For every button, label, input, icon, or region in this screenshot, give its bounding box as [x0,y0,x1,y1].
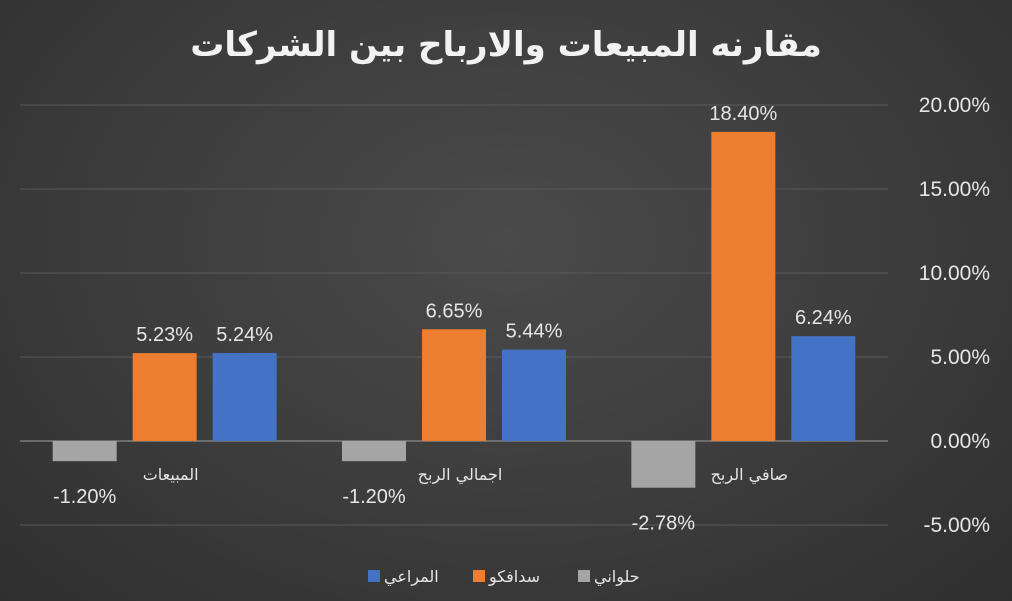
y-tick-label: 20.00% [919,94,990,117]
category-label: المبيعات [143,465,199,484]
x-axis: المبيعات اجمالي الربح صافي الربح [143,465,788,485]
bar [711,131,776,441]
data-label: 5.23% [136,324,193,346]
data-label: -2.78% [632,513,696,535]
y-tick-label: 5.00% [930,346,990,369]
y-tick-label: 15.00% [919,178,990,201]
data-label: -1.20% [53,486,117,508]
bar [791,336,856,441]
legend-label: حلواني [594,567,640,587]
y-axis: 20.00% 15.00% 10.00% 5.00% 0.00% -5.00% [919,94,990,537]
bar [212,352,277,441]
legend-label: سدافكو [488,567,540,587]
legend-swatch [368,570,380,582]
bar [52,441,117,462]
category-label: صافي الربح [711,465,788,485]
data-label: 18.40% [709,103,777,125]
legend-label: المراعي [384,567,439,587]
data-label: 5.24% [216,324,273,346]
bar [502,349,566,441]
y-tick-label: 0.00% [930,430,990,453]
bar [422,329,486,441]
bar [631,441,696,488]
legend-swatch [473,570,485,582]
y-tick-label: 10.00% [919,262,990,285]
data-label: 6.24% [795,307,852,329]
bars [52,131,856,488]
data-labels: -1.20% 5.23% 5.24% -1.20% 6.65% 5.44% -2.78% 18… [53,103,852,535]
data-label: -1.20% [342,486,406,508]
data-label: 5.44% [506,321,563,343]
category-label: اجمالي الربح [418,465,503,485]
data-label: 6.65% [426,300,483,322]
bar [342,441,406,462]
bar [132,353,197,441]
chart-title: مقارنه المبيعات والارباح بين الشركات [190,25,822,65]
legend: المراعي سدافكو حلواني [368,567,640,587]
legend-swatch [578,570,590,582]
y-tick-label: -5.00% [923,514,990,537]
